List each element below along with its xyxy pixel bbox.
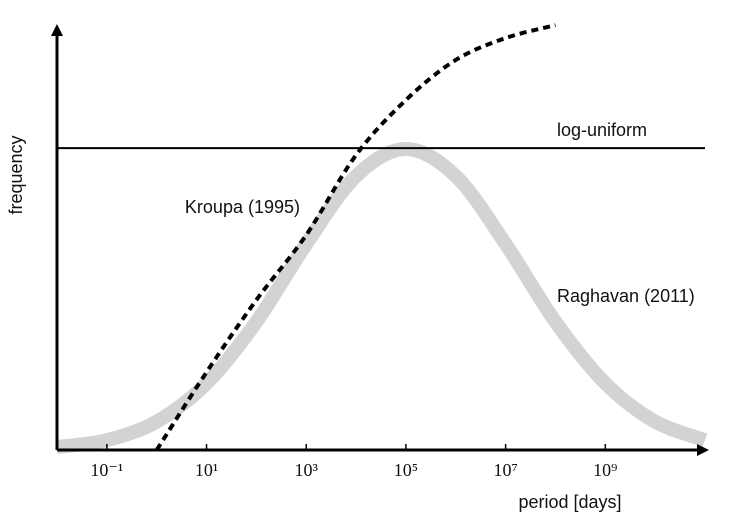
- x-axis-arrow: [697, 444, 709, 456]
- x-tick-label: 10⁵: [394, 460, 418, 480]
- y-axis-label: frequency: [6, 135, 26, 214]
- x-tick-label: 10⁻¹: [90, 460, 123, 480]
- x-tick-label: 10⁷: [493, 460, 517, 480]
- y-axis-arrow: [51, 24, 63, 36]
- x-tick-label: 10¹: [195, 460, 218, 480]
- series-label: log-uniform: [557, 120, 647, 140]
- x-tick-label: 10³: [295, 460, 319, 480]
- x-tick-label: 10⁹: [593, 460, 617, 480]
- series-label: Raghavan (2011): [557, 286, 695, 306]
- series-line: [56, 141, 708, 454]
- series-label: Kroupa (1995): [185, 197, 300, 217]
- series-line: [155, 23, 556, 452]
- x-axis-label: period [days]: [518, 492, 621, 512]
